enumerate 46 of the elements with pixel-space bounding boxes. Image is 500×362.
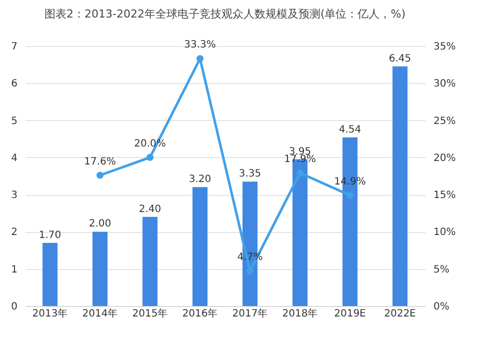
data-label: 17.6% [84, 156, 116, 168]
y-tick-label: 0 [11, 302, 18, 312]
data-label: 2.40 [138, 204, 162, 215]
y2-tick-label: 5% [434, 264, 450, 276]
bar [192, 187, 208, 306]
y2-tick-label: 30% [434, 78, 456, 90]
x-tick-label: 2014年 [82, 308, 118, 320]
data-label: 4.54 [338, 124, 362, 136]
y-tick-label: 4 [11, 152, 18, 164]
point [246, 268, 254, 275]
y-tick-label: 7 [11, 42, 18, 52]
data-label: 2.00 [88, 218, 112, 230]
x-tick-label: 2022E [384, 308, 416, 320]
x-tick-label: 2017年 [232, 308, 268, 320]
y2-tick-label: 15% [434, 190, 456, 202]
data-label: 3.35 [238, 168, 262, 180]
bar [42, 242, 58, 306]
x-tick-label: 2018年 [282, 308, 318, 320]
point [96, 172, 104, 179]
y2-tick-label: 0% [434, 302, 450, 312]
x-tick-label: 2015年 [132, 308, 168, 320]
data-label: 3.20 [188, 174, 212, 186]
y-tick-label: 5 [11, 116, 18, 127]
y2-tick-label: 35% [434, 42, 456, 52]
point [146, 154, 154, 161]
bar [392, 66, 408, 306]
x-tick-label: 2013年 [32, 308, 68, 320]
point [296, 170, 304, 177]
chart-title: 图表2：2013-2022年全球电子竞技观众人数规模及预测(单位：亿人，%) [44, 8, 406, 21]
y2-tick-label: 25% [434, 116, 456, 127]
point [346, 192, 354, 199]
y2-tick-label: 10% [434, 227, 456, 238]
y2-tick-label: 20% [434, 152, 456, 164]
x-tick-label: 2016年 [182, 308, 218, 320]
bar [142, 216, 158, 306]
y-tick-label: 1 [11, 264, 18, 276]
x-tick-label: 2019E [334, 308, 366, 320]
data-label: 6.45 [388, 53, 412, 64]
point [196, 55, 204, 62]
y-tick-label: 3 [11, 190, 18, 202]
data-label: 17.9% [284, 154, 316, 166]
bar [92, 232, 108, 306]
data-label: 33.3% [184, 40, 216, 51]
data-label: 1.70 [38, 230, 62, 241]
y-tick-label: 6 [11, 78, 18, 90]
y-tick-label: 2 [11, 227, 18, 238]
